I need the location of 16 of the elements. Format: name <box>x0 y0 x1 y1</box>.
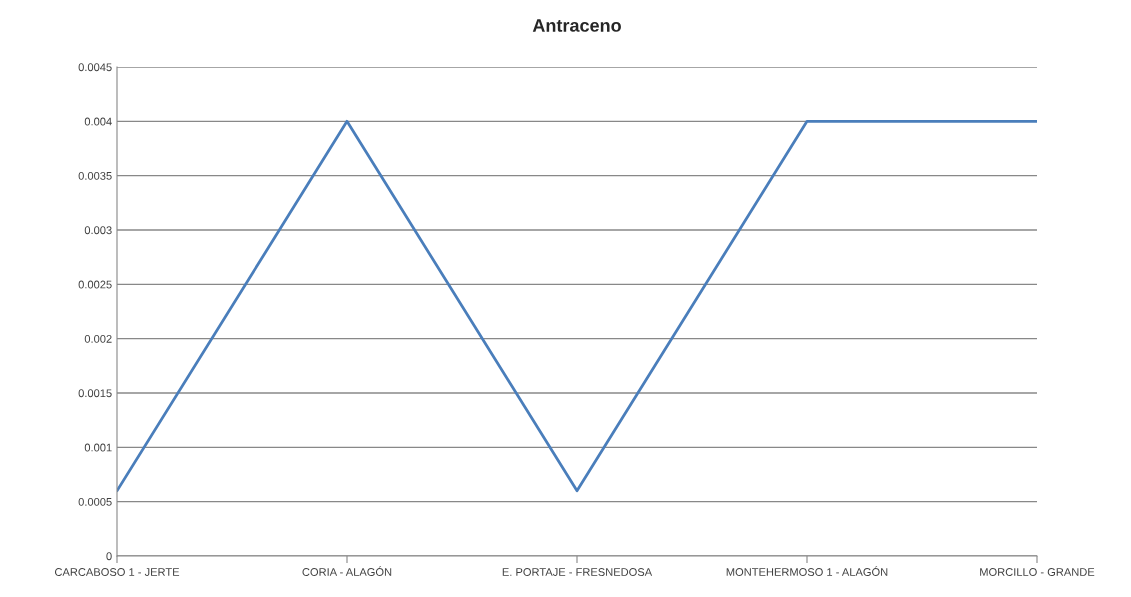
y-tick-label: 0.0025 <box>78 280 112 289</box>
y-tick-label: 0.0015 <box>78 389 112 398</box>
x-tick-label: E. PORTAJE - FRESNEDOSA <box>502 568 653 576</box>
x-tick-label: MONTEHERMOSO 1 - ALAGÓN <box>726 566 888 576</box>
y-tick-label: 0.002 <box>84 334 112 343</box>
y-tick-label: 0.0005 <box>78 497 112 506</box>
x-tick-label: CARCABOSO 1 - JERTE <box>55 568 180 576</box>
y-tick-label: 0.001 <box>84 443 112 452</box>
chart-title: Antraceno <box>532 19 621 32</box>
y-tick-label: 0.0045 <box>78 63 112 72</box>
x-tick-label: MORCILLO - GRANDE <box>980 568 1095 576</box>
y-tick-label: 0.0035 <box>78 171 112 180</box>
x-tick-label: CORIA - ALAGÓN <box>302 566 392 576</box>
y-tick-label: 0 <box>106 552 112 561</box>
y-tick-label: 0.003 <box>84 226 112 235</box>
y-tick-label: 0.004 <box>84 117 112 126</box>
